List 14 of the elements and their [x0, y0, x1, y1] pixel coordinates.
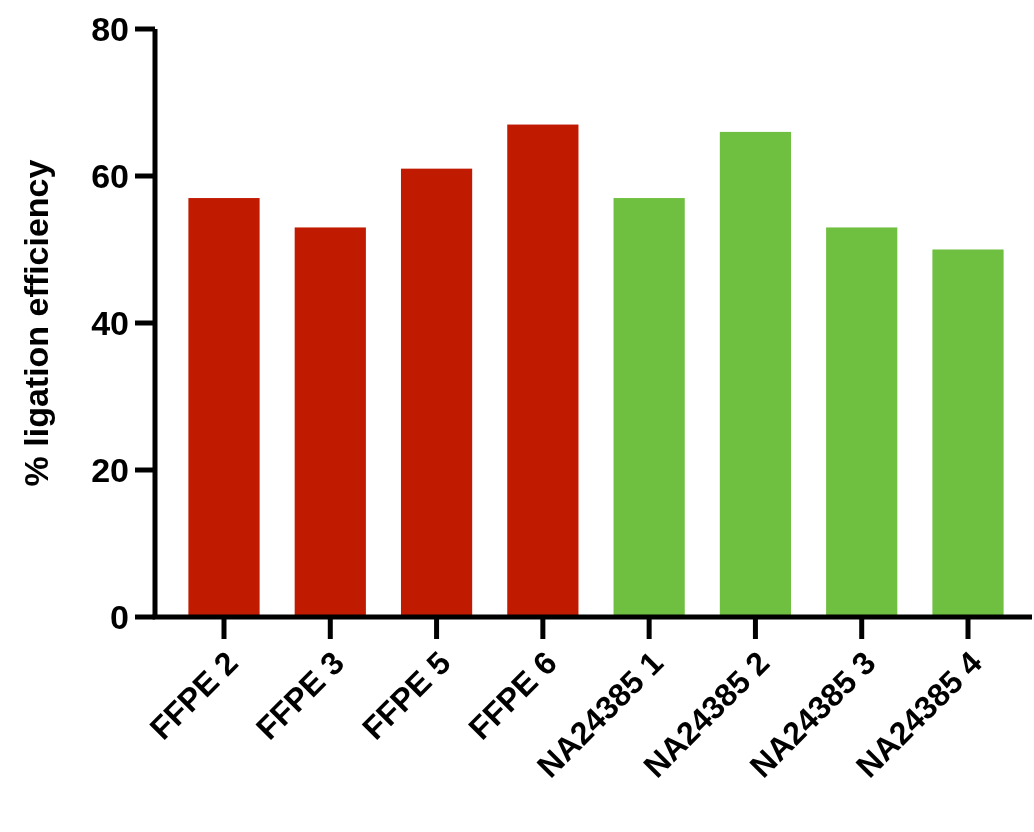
bar — [400, 168, 473, 617]
bar — [932, 249, 1004, 617]
y-tick-label: 20 — [91, 450, 129, 489]
y-tick-label: 60 — [91, 156, 129, 195]
y-tick-label: 0 — [110, 597, 129, 636]
bar — [826, 227, 898, 617]
bar — [719, 131, 792, 617]
bar — [613, 198, 685, 617]
y-tick-label: 80 — [91, 9, 129, 48]
bar — [507, 124, 579, 617]
y-tick-label: 40 — [91, 303, 129, 342]
bar — [294, 227, 366, 617]
y-axis-title: % ligation efficiency — [17, 159, 55, 487]
bar — [188, 198, 260, 617]
